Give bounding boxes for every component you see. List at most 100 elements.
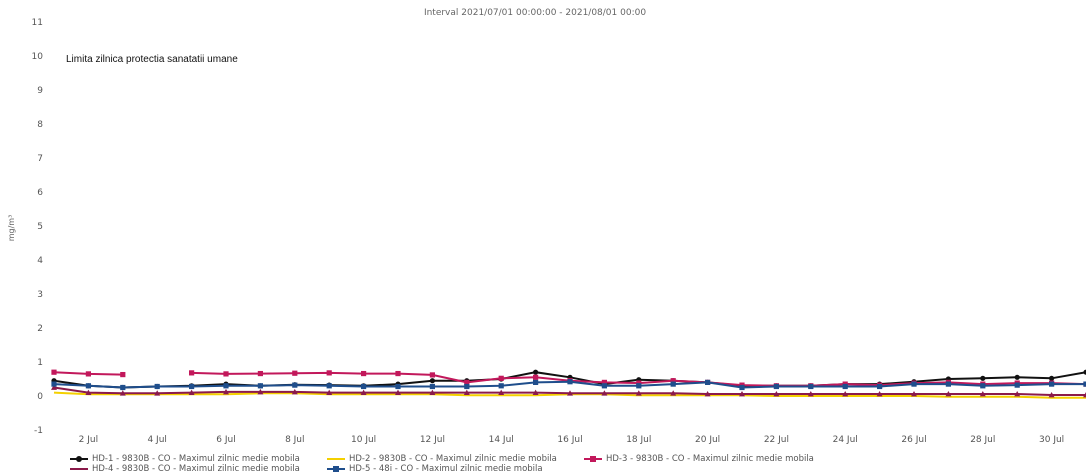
data-point — [704, 390, 711, 397]
data-point — [945, 381, 951, 387]
data-point — [808, 383, 814, 390]
data-point — [842, 390, 849, 397]
legend-item-hd3[interactable]: HD-3 - 9830B - CO - Maximul zilnic medie… — [584, 454, 814, 464]
legend-swatch — [327, 465, 345, 473]
legend-swatch — [584, 455, 602, 463]
data-point — [429, 383, 435, 390]
data-point — [326, 383, 332, 389]
x-tick-label: 20 Jul — [695, 435, 720, 445]
data-point — [463, 389, 470, 395]
data-point — [1083, 369, 1086, 375]
data-point — [533, 379, 539, 385]
data-point — [464, 379, 470, 385]
x-tick-label: 6 Jul — [216, 435, 235, 445]
data-point — [291, 388, 298, 395]
data-point — [636, 383, 642, 389]
data-point — [567, 379, 573, 385]
y-tick-label: 7 — [37, 154, 43, 164]
legend-swatch — [70, 455, 88, 463]
data-point — [601, 383, 607, 389]
x-tick-label: 24 Jul — [833, 435, 858, 445]
legend-swatch — [70, 465, 88, 473]
data-point — [670, 381, 676, 387]
data-point — [498, 383, 504, 389]
data-point — [532, 389, 539, 395]
data-point — [189, 383, 195, 390]
data-point — [670, 378, 676, 384]
data-point — [773, 383, 779, 390]
data-point — [292, 382, 298, 388]
data-point — [877, 383, 883, 390]
y-tick-label: 10 — [32, 52, 44, 62]
y-tick-label: 8 — [37, 120, 43, 130]
data-point — [51, 381, 57, 387]
data-point — [739, 384, 745, 391]
y-tick-label: 11 — [32, 18, 43, 28]
data-point — [1014, 390, 1021, 397]
x-tick-label: 2 Jul — [79, 435, 98, 445]
data-point — [361, 383, 367, 390]
data-point — [911, 390, 917, 397]
x-tick-label: 12 Jul — [420, 435, 445, 445]
x-tick-label: 30 Jul — [1039, 435, 1064, 445]
x-tick-label: 4 Jul — [147, 435, 166, 445]
data-point — [601, 390, 608, 396]
x-tick-label: 16 Jul — [557, 435, 582, 445]
data-point — [533, 369, 539, 375]
data-point — [361, 370, 367, 377]
data-point — [739, 390, 745, 397]
data-point — [326, 370, 332, 376]
data-point — [154, 383, 160, 390]
x-tick-label: 8 Jul — [285, 435, 304, 445]
y-tick-label: 9 — [37, 86, 43, 96]
data-point — [223, 371, 229, 377]
data-point — [1014, 382, 1020, 388]
data-point — [360, 389, 367, 395]
data-point — [395, 370, 401, 377]
x-tick-label: 28 Jul — [970, 435, 995, 445]
legend-swatch — [327, 455, 345, 463]
data-point — [429, 372, 435, 378]
data-point — [1049, 381, 1055, 387]
legend-label: HD-2 - 9830B - CO - Maximul zilnic medie… — [349, 454, 557, 464]
data-point — [188, 389, 195, 395]
legend-item-hd1[interactable]: HD-1 - 9830B - CO - Maximul zilnic medie… — [70, 454, 327, 464]
data-point — [51, 384, 57, 390]
series-5 — [51, 379, 1086, 391]
data-point — [85, 371, 91, 377]
x-tick-label: 26 Jul — [901, 435, 926, 445]
data-point — [773, 390, 780, 397]
data-point — [223, 388, 229, 395]
y-tick-label: 3 — [37, 290, 43, 300]
y-tick-label: 2 — [37, 324, 43, 334]
data-point — [876, 390, 883, 397]
y-axis-label: mg/m³ — [7, 215, 16, 242]
series-group — [51, 369, 1086, 399]
data-point — [533, 374, 539, 380]
data-point — [395, 389, 401, 395]
x-tick-label: 22 Jul — [764, 435, 789, 445]
legend-label: HD-1 - 9830B - CO - Maximul zilnic medie… — [92, 454, 300, 464]
legend-label: HD-3 - 9830B - CO - Maximul zilnic medie… — [606, 454, 814, 464]
data-point — [635, 390, 642, 396]
legend-item-hd2[interactable]: HD-2 - 9830B - CO - Maximul zilnic medie… — [327, 454, 584, 464]
data-point — [911, 381, 917, 387]
data-point — [326, 389, 333, 395]
y-tick-label: 1 — [37, 358, 43, 368]
data-point — [636, 380, 642, 386]
data-point — [1048, 391, 1055, 398]
legend-item-hd4[interactable]: HD-4 - 9830B - CO - Maximul zilnic medie… — [70, 464, 327, 474]
legend-item-hd5[interactable]: HD-5 - 48i - CO - Maximul zilnic medie m… — [327, 464, 543, 474]
data-point — [980, 383, 986, 389]
limit-annotation: Limita zilnica protectia sanatatii umane — [66, 54, 238, 65]
data-point — [980, 375, 986, 381]
data-point — [1083, 391, 1086, 398]
data-point — [842, 383, 848, 390]
data-point — [257, 388, 264, 395]
data-point — [498, 389, 505, 395]
data-point — [189, 370, 195, 376]
data-point — [1049, 375, 1055, 381]
y-tick-label: 5 — [37, 222, 43, 232]
data-point — [257, 370, 263, 377]
data-point — [670, 390, 677, 396]
